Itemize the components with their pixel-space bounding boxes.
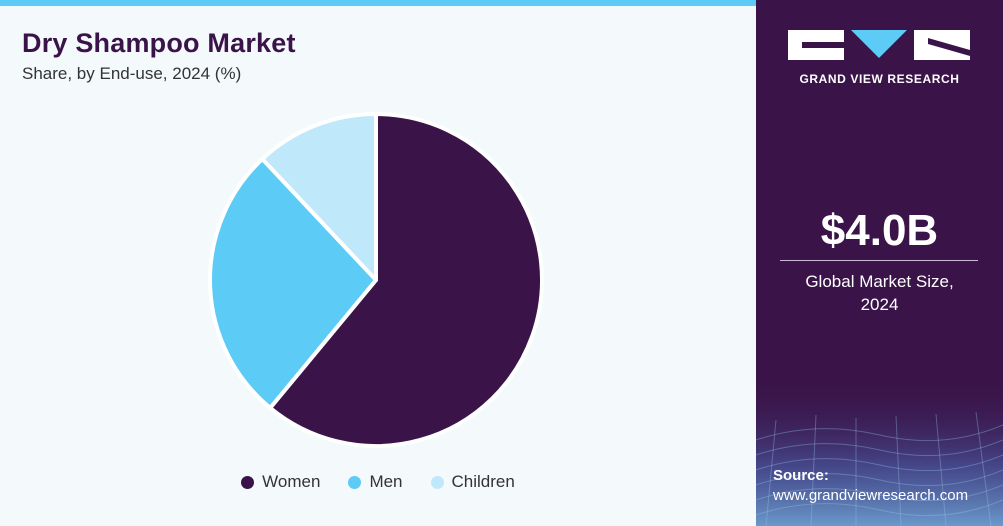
legend-swatch-women — [241, 475, 255, 489]
chart-title: Dry Shampoo Market — [22, 28, 296, 58]
chart-legend: Women Men Children — [0, 472, 756, 492]
chart-subtitle: Share, by End-use, 2024 (%) — [22, 64, 242, 83]
market-size-value: $4.0B — [820, 206, 939, 255]
legend-item-women: Women — [241, 472, 320, 492]
brand-name: GRAND VIEW RESEARCH — [799, 72, 960, 86]
legend-swatch-men — [348, 475, 362, 489]
legend-label-women: Women — [262, 472, 321, 491]
pie-chart — [208, 112, 544, 448]
legend-label-men: Men — [369, 472, 403, 491]
pie-slice-children — [260, 112, 378, 282]
source-note: Source: www.grandviewresearch.com — [773, 466, 968, 506]
stat-divider — [780, 260, 978, 261]
chart-panel: Dry Shampoo Market Share, by End-use, 20… — [0, 0, 756, 526]
sidebar-panel: GRAND VIEW RESEARCH $4.0B Global Market … — [756, 0, 1003, 526]
legend-item-children: Children — [430, 472, 515, 492]
source-link[interactable]: www.grandviewresearch.com — [773, 487, 969, 504]
pie-slice-men — [208, 156, 378, 410]
market-size-label-line2: 2024 — [860, 295, 899, 314]
market-size-label-line1: Global Market Size, — [805, 272, 954, 291]
legend-item-men: Men — [348, 472, 403, 492]
grand-view-research-logo — [788, 30, 970, 60]
pie-slice-women — [268, 112, 544, 448]
market-size-label: Global Market Size, 2024 — [756, 270, 1003, 316]
wave-pattern-decoration — [756, 380, 1003, 526]
legend-label-children: Children — [451, 472, 515, 491]
accent-bar — [0, 0, 756, 6]
source-heading: Source: — [773, 467, 829, 484]
legend-swatch-children — [430, 475, 444, 489]
